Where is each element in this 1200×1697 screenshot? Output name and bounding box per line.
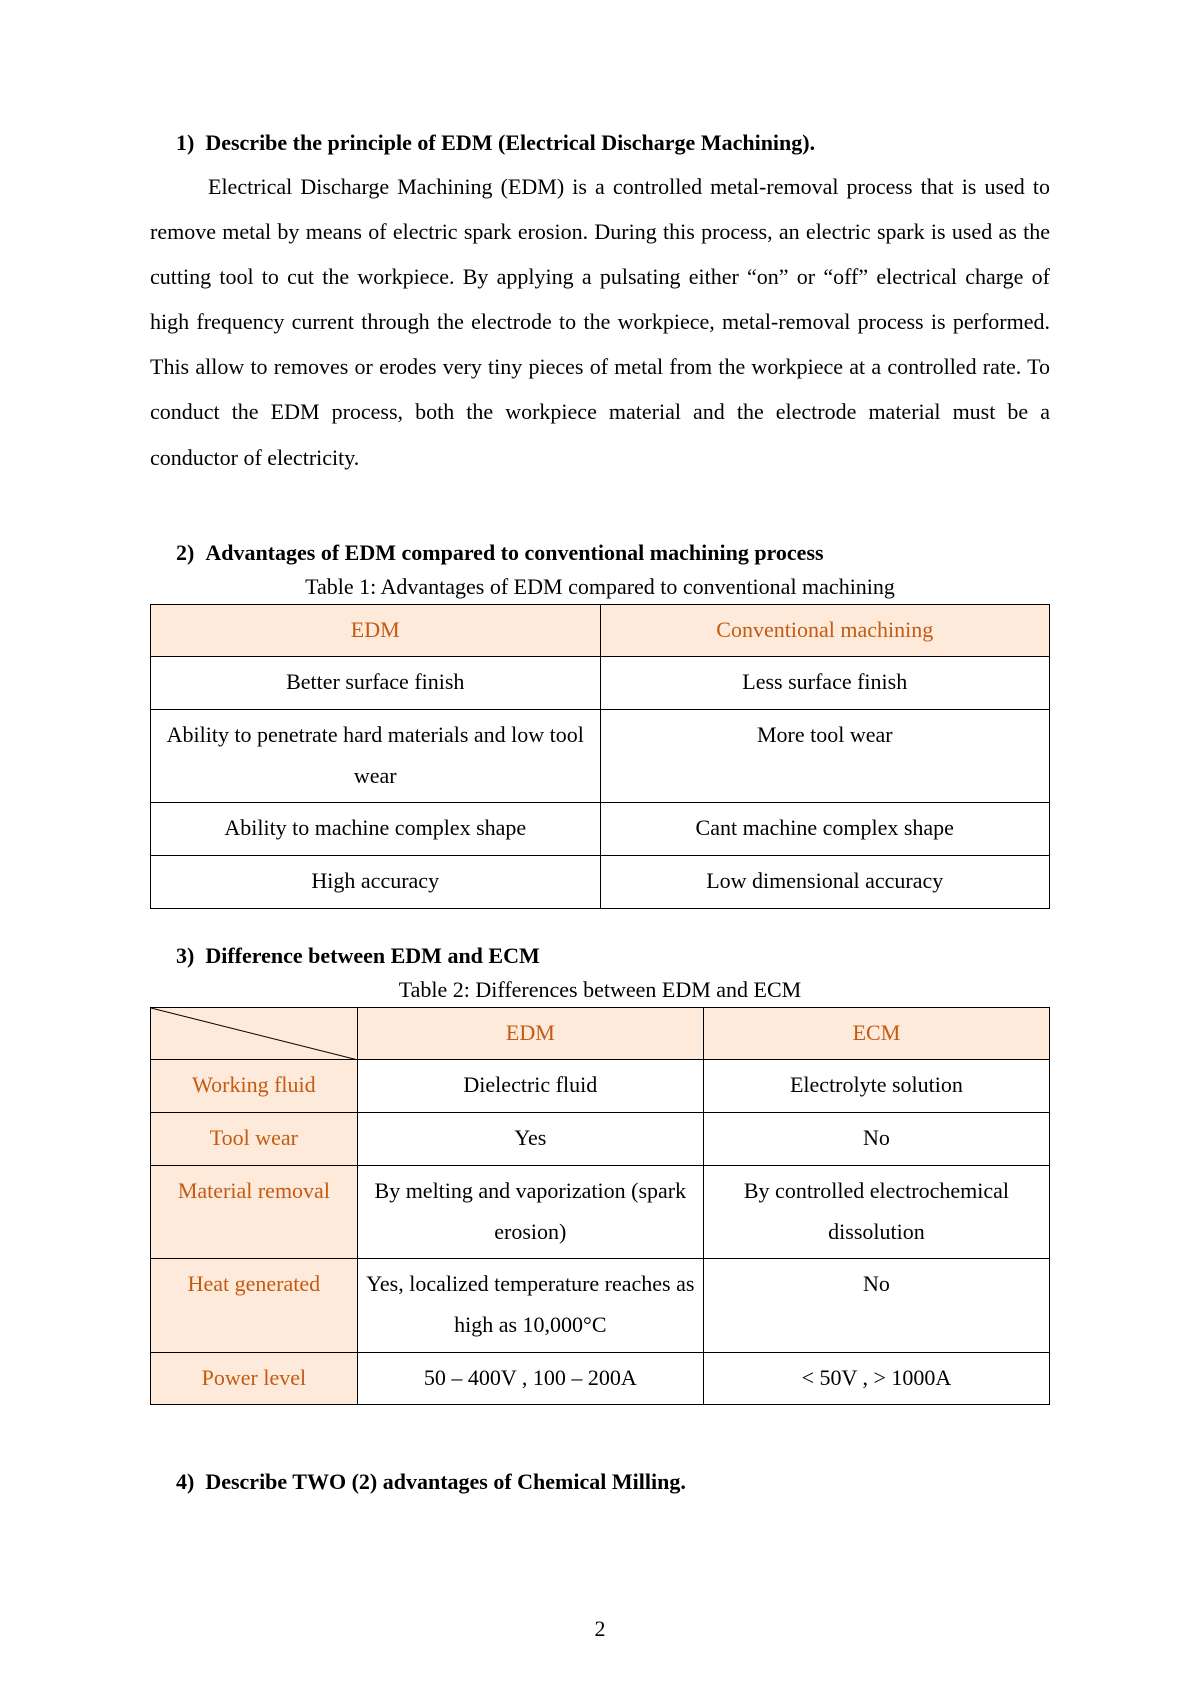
table2-cell: < 50V , > 1000A [703,1352,1049,1405]
table2-row-label: Material removal [151,1165,358,1258]
table2-cell: Yes, localized temperature reaches as hi… [357,1259,703,1352]
table2-cell: By controlled electrochemical dissolutio… [703,1165,1049,1258]
table2-cell: Dielectric fluid [357,1060,703,1113]
diagonal-line-icon [151,1008,357,1060]
q3-heading: 3) Difference between EDM and ECM [150,943,1050,969]
table2-caption: Table 2: Differences between EDM and ECM [150,977,1050,1003]
table-row: Heat generated Yes, localized temperatur… [151,1259,1050,1352]
table2-cell: Electrolyte solution [703,1060,1049,1113]
q3-number: 3) [176,943,194,968]
table1-cell: Low dimensional accuracy [600,856,1050,909]
q4-title: Describe TWO (2) advantages of Chemical … [205,1469,686,1494]
table1-caption: Table 1: Advantages of EDM compared to c… [150,574,1050,600]
table1-cell: Better surface finish [151,657,601,710]
table2-diag-cell [151,1007,358,1060]
q1-body: Electrical Discharge Machining (EDM) is … [150,164,1050,480]
table2-cell: No [703,1113,1049,1166]
q2-heading: 2) Advantages of EDM compared to convent… [150,540,1050,566]
table2-cell: 50 – 400V , 100 – 200A [357,1352,703,1405]
table1-cell: Cant machine complex shape [600,803,1050,856]
table-row: Ability to machine complex shape Cant ma… [151,803,1050,856]
q1-heading: 1) Describe the principle of EDM (Electr… [150,130,1050,156]
table1-cell: Ability to machine complex shape [151,803,601,856]
table2-row-label: Tool wear [151,1113,358,1166]
table-row: High accuracy Low dimensional accuracy [151,856,1050,909]
table2-row-label: Working fluid [151,1060,358,1113]
table1-cell: Ability to penetrate hard materials and … [151,710,601,803]
table2-row-label: Power level [151,1352,358,1405]
table-row: Power level 50 – 400V , 100 – 200A < 50V… [151,1352,1050,1405]
table2-cell: By melting and vaporization (spark erosi… [357,1165,703,1258]
table-row: EDM ECM [151,1007,1050,1060]
table-row: Better surface finish Less surface finis… [151,657,1050,710]
table1-cell: Less surface finish [600,657,1050,710]
table2-col-header-0: EDM [357,1007,703,1060]
table1: EDM Conventional machining Better surfac… [150,604,1050,909]
table2-col-header-1: ECM [703,1007,1049,1060]
q4-heading: 4) Describe TWO (2) advantages of Chemic… [150,1469,1050,1495]
table2-cell: Yes [357,1113,703,1166]
table2-cell: No [703,1259,1049,1352]
table1-cell: High accuracy [151,856,601,909]
table2-row-label: Heat generated [151,1259,358,1352]
table1-header-0: EDM [151,604,601,657]
q2-title: Advantages of EDM compared to convention… [205,540,823,565]
q3-title: Difference between EDM and ECM [205,943,539,968]
table-row: EDM Conventional machining [151,604,1050,657]
page-number: 2 [0,1616,1200,1642]
table1-cell: More tool wear [600,710,1050,803]
table1-header-1: Conventional machining [600,604,1050,657]
q4-number: 4) [176,1469,194,1494]
q2-number: 2) [176,540,194,565]
table-row: Tool wear Yes No [151,1113,1050,1166]
q1-title: Describe the principle of EDM (Electrica… [205,130,815,155]
table2: EDM ECM Working fluid Dielectric fluid E… [150,1007,1050,1406]
table-row: Material removal By melting and vaporiza… [151,1165,1050,1258]
table-row: Working fluid Dielectric fluid Electroly… [151,1060,1050,1113]
q1-number: 1) [176,130,194,155]
table-row: Ability to penetrate hard materials and … [151,710,1050,803]
